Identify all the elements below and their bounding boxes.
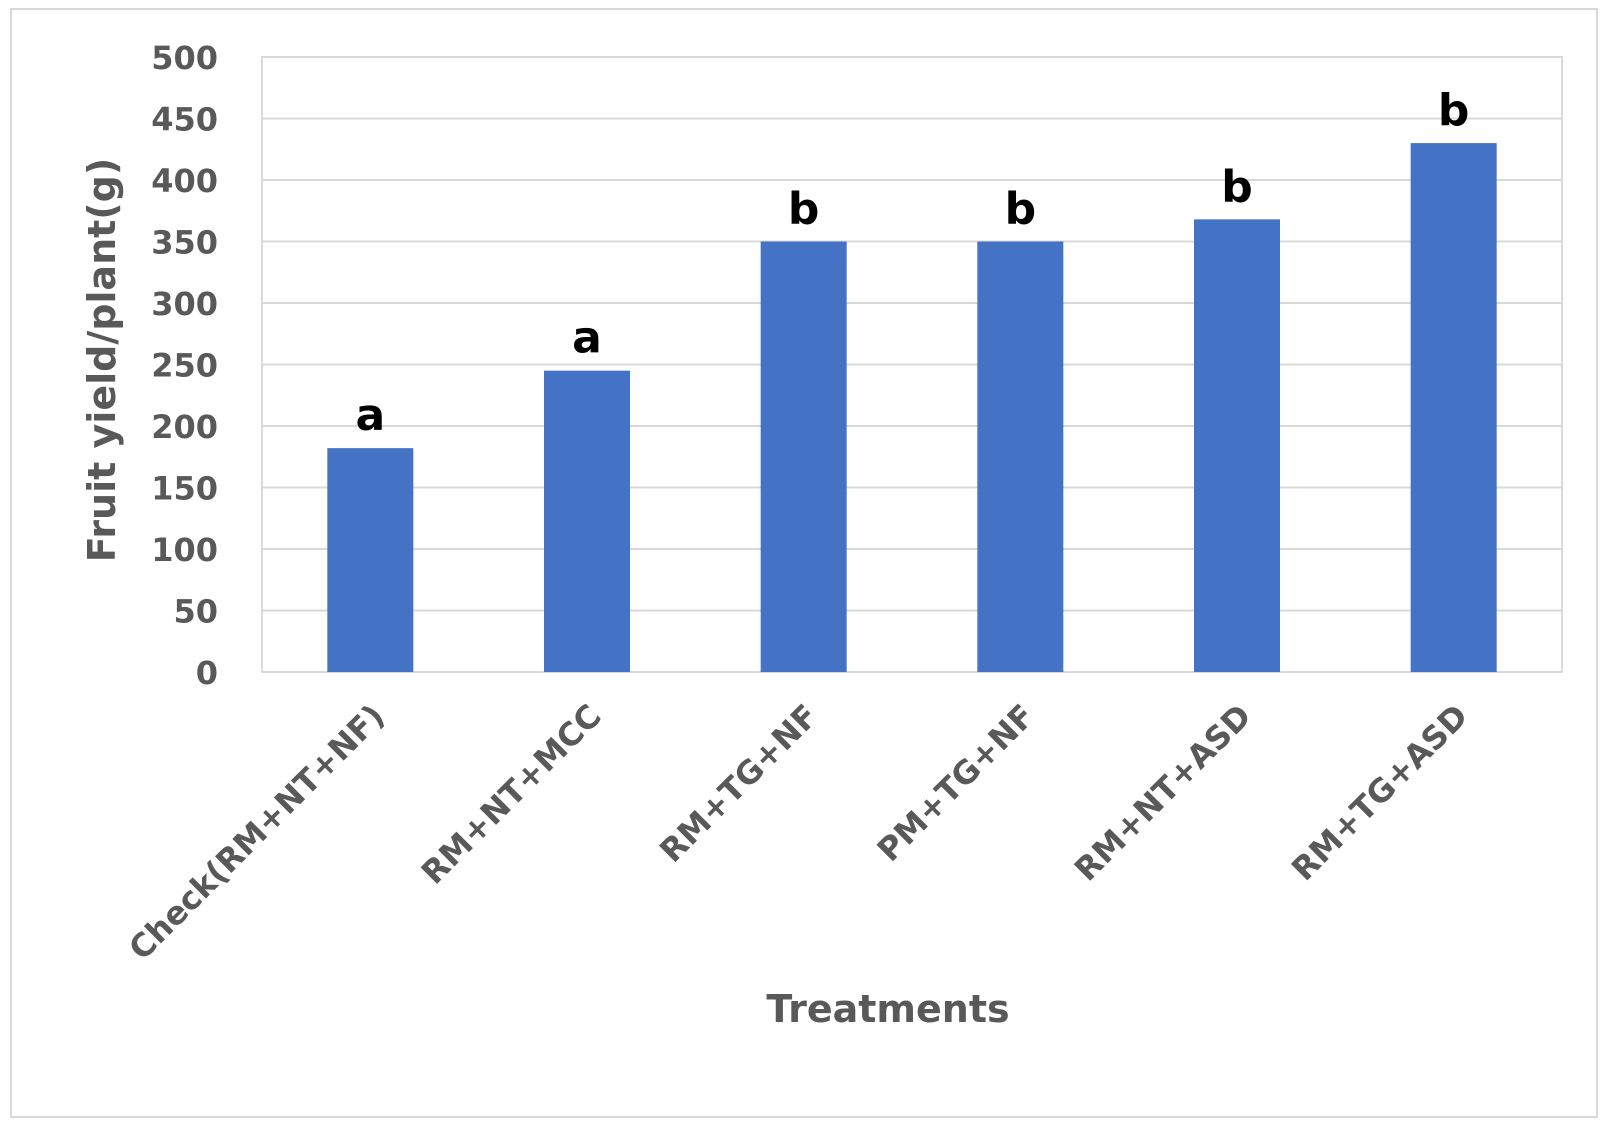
x-category-label: RM+TG+NF bbox=[652, 697, 825, 870]
y-tick-label: 200 bbox=[151, 408, 218, 446]
y-tick-label: 50 bbox=[173, 593, 218, 631]
data-label: b bbox=[1438, 85, 1470, 136]
data-label: b bbox=[1221, 161, 1253, 212]
y-tick-label: 300 bbox=[151, 285, 218, 323]
bar bbox=[977, 241, 1064, 672]
x-category-labels: Check(RM+NT+NF) RM+NT+MCC RM+TG+NF PM+TG+NF… bbox=[121, 697, 1475, 968]
x-category-label: RM+TG+ASD bbox=[1284, 697, 1475, 888]
x-category-label: PM+TG+NF bbox=[870, 697, 1042, 869]
y-tick-label: 450 bbox=[151, 101, 218, 139]
y-tick-label: 100 bbox=[151, 531, 218, 569]
data-labels: a a b b b b bbox=[355, 85, 1469, 441]
y-tick-label: 400 bbox=[151, 162, 218, 200]
bar bbox=[1410, 143, 1497, 673]
x-category-label: RM+NT+MCC bbox=[414, 697, 609, 892]
gridlines bbox=[261, 56, 1563, 673]
y-tick-label: 150 bbox=[151, 470, 218, 508]
x-category-label: Check(RM+NT+NF) bbox=[121, 697, 392, 968]
data-label: b bbox=[788, 184, 820, 235]
x-axis-title: Treatments bbox=[766, 987, 1009, 1031]
bars bbox=[327, 143, 1497, 673]
y-tick-label: 250 bbox=[151, 347, 218, 385]
bar bbox=[1194, 219, 1280, 673]
y-tick-labels: 0 50 100 150 200 250 300 350 400 450 500 bbox=[151, 39, 218, 692]
bar bbox=[327, 448, 414, 672]
y-tick-label: 0 bbox=[196, 654, 218, 692]
y-axis-title: Fruit yield/plant(g) bbox=[80, 158, 124, 562]
bar bbox=[760, 241, 847, 672]
plot-area-border bbox=[261, 56, 1563, 673]
data-label: b bbox=[1005, 184, 1037, 235]
x-category-label: RM+NT+ASD bbox=[1067, 697, 1259, 889]
data-label: a bbox=[355, 390, 385, 441]
data-label: a bbox=[572, 313, 602, 364]
y-tick-label: 350 bbox=[151, 224, 218, 262]
y-tick-label: 500 bbox=[151, 39, 218, 77]
bar bbox=[544, 370, 630, 672]
